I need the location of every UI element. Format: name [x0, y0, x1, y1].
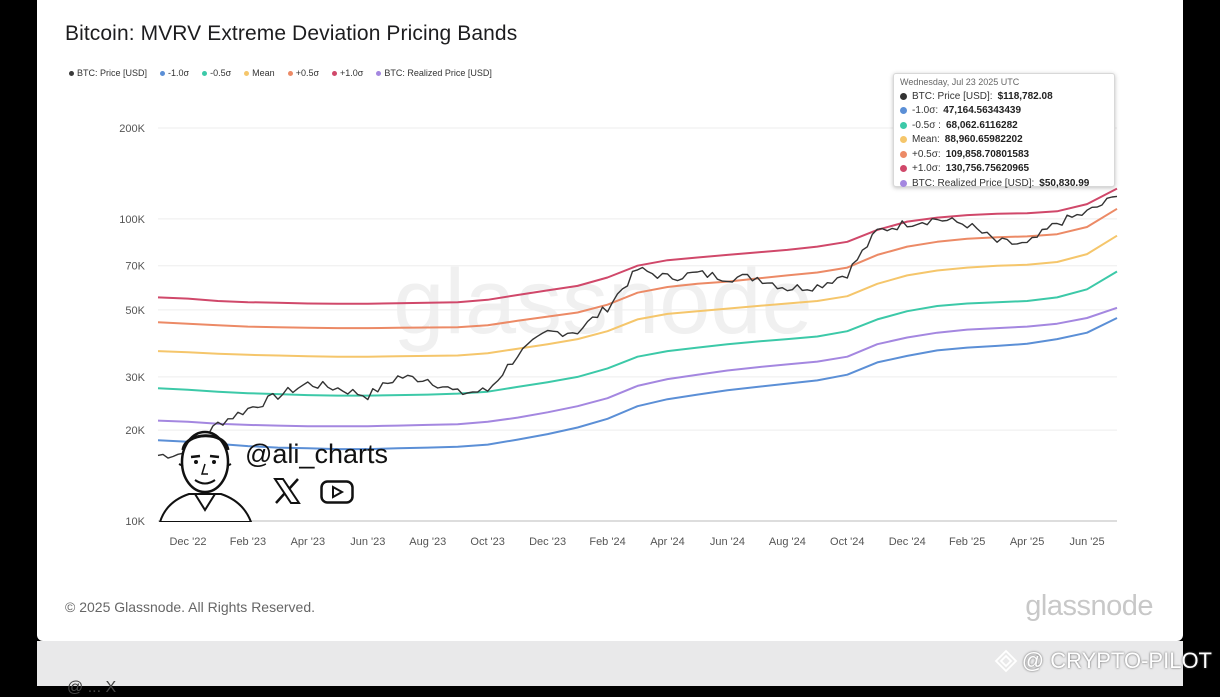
- tooltip-row: +0.5σ: 109,858.70801583: [900, 147, 1108, 162]
- x-tick-label: Jun '23: [350, 536, 385, 548]
- x-tick-label: Feb '25: [949, 536, 985, 548]
- legend-label: BTC: Realized Price [USD]: [384, 68, 492, 78]
- x-tick-label: Apr '24: [650, 536, 685, 548]
- legend-dot: [287, 70, 293, 76]
- y-tick-label: 200K: [119, 123, 145, 135]
- x-logo-icon[interactable]: [273, 478, 301, 504]
- tooltip-value: 109,858.70801583: [945, 148, 1030, 160]
- tooltip-dot: [900, 121, 907, 129]
- tooltip-value: $50,830.99: [1039, 177, 1090, 189]
- legend-item-minus-0-5-sigma[interactable]: -0.5σ: [202, 68, 231, 78]
- tooltip-label: BTC: Price [USD]:: [912, 90, 993, 102]
- tooltip-dot: [900, 165, 907, 173]
- youtube-icon[interactable]: [320, 480, 354, 504]
- tooltip-label: -0.5σ :: [912, 119, 941, 131]
- tooltip-value: 130,756.75620965: [945, 163, 1030, 175]
- tooltip-dot: [900, 107, 907, 115]
- legend-label: Mean: [252, 68, 275, 78]
- x-axis: Dec '22 Feb '23 Apr '23 Jun '23 Aug '23 Oct '…: [169, 536, 1104, 548]
- legend-item-price[interactable]: BTC: Price [USD]: [69, 68, 147, 78]
- tooltip-dot: [900, 150, 907, 158]
- tooltip-row: BTC: Price [USD]: $118,782.08: [900, 89, 1108, 104]
- repost-watermark: @ CRYPTO-PILOT: [994, 648, 1212, 674]
- x-tick-label: Oct '24: [830, 536, 865, 548]
- series-line-0-5[interactable]: [157, 207, 1118, 330]
- legend-item-minus-1-sigma[interactable]: -1.0σ: [160, 68, 189, 78]
- tooltip-row: -0.5σ : 68,062.6116282: [900, 118, 1108, 133]
- series-lines: [157, 187, 1118, 459]
- x-tick-label: Aug '23: [409, 536, 446, 548]
- tooltip-label: +1.0σ:: [912, 163, 941, 175]
- legend-dot: [376, 70, 382, 76]
- repost-handle: @ CRYPTO-PILOT: [1021, 648, 1212, 673]
- tooltip-value: 47,164.56343439: [943, 105, 1022, 117]
- legend-dot: [69, 70, 74, 76]
- chart-plot[interactable]: glassnode 10K 20K 30K 50K 70K 100K 200K Dec '2…: [37, 0, 1183, 641]
- x-tick-label: Jun '25: [1069, 536, 1104, 548]
- chart-title: Bitcoin: MVRV Extreme Deviation Pricing …: [65, 22, 518, 45]
- author-handle: @ali_charts: [245, 439, 388, 469]
- tooltip-value: 88,960.65982202: [944, 134, 1023, 146]
- series-line-mean[interactable]: [157, 234, 1118, 358]
- tooltip-dot: [900, 92, 907, 100]
- legend-item-realized-price[interactable]: BTC: Realized Price [USD]: [376, 68, 492, 78]
- x-tick-label: Apr '23: [291, 536, 326, 548]
- x-tick-label: Oct '23: [470, 536, 505, 548]
- legend-dot: [244, 70, 250, 76]
- x-tick-label: Dec '22: [169, 536, 206, 548]
- series-line-1-0[interactable]: [157, 187, 1118, 305]
- x-tick-label: Dec '24: [889, 536, 926, 548]
- x-tick-label: Feb '23: [230, 536, 266, 548]
- series-line-0-5[interactable]: [157, 270, 1118, 397]
- legend-item-plus-1-sigma[interactable]: +1.0σ: [332, 68, 363, 78]
- series-line-btc-price-usd[interactable]: [157, 195, 1118, 459]
- footer-partial-text: @ ... X: [67, 679, 117, 696]
- y-tick-label: 20K: [125, 425, 145, 437]
- hover-tooltip: Wednesday, Jul 23 2025 UTC BTC: Price [U…: [893, 73, 1115, 189]
- y-tick-label: 30K: [125, 372, 145, 384]
- legend-label: +0.5σ: [295, 68, 320, 78]
- chart-card: Bitcoin: MVRV Extreme Deviation Pricing …: [37, 0, 1183, 641]
- legend-label: -0.5σ: [210, 68, 232, 78]
- legend-dot: [202, 70, 208, 76]
- x-tick-label: Aug '24: [769, 536, 806, 548]
- y-tick-label: 10K: [125, 516, 145, 528]
- tooltip-row: Mean: 88,960.65982202: [900, 133, 1108, 148]
- copyright-text: © 2025 Glassnode. All Rights Reserved.: [65, 599, 316, 615]
- tooltip-row: -1.0σ: 47,164.56343439: [900, 104, 1108, 119]
- tooltip-label: +0.5σ:: [912, 148, 941, 160]
- x-tick-label: Feb '24: [589, 536, 625, 548]
- tooltip-label: -1.0σ:: [912, 105, 939, 117]
- y-tick-label: 100K: [119, 214, 145, 226]
- glassnode-logo: glassnode: [1025, 590, 1153, 622]
- tooltip-dot: [900, 179, 907, 187]
- y-tick-label: 50K: [125, 305, 145, 317]
- tooltip-label: BTC: Realized Price [USD]:: [912, 177, 1035, 189]
- legend-dot: [332, 70, 338, 76]
- x-tick-label: Dec '23: [529, 536, 566, 548]
- legend-label: -1.0σ: [168, 68, 190, 78]
- y-tick-label: 70K: [125, 261, 145, 273]
- tooltip-row: +1.0σ: 130,756.75620965: [900, 162, 1108, 177]
- tooltip-value: $118,782.08: [997, 90, 1053, 102]
- legend-item-plus-0-5-sigma[interactable]: +0.5σ: [287, 68, 320, 78]
- tooltip-date: Wednesday, Jul 23 2025 UTC: [900, 77, 1020, 87]
- tooltip-value: 68,062.6116282: [945, 119, 1018, 131]
- legend-label: BTC: Price [USD]: [77, 68, 148, 78]
- series-line-btc-realized-price-usd[interactable]: [157, 306, 1118, 428]
- legend-item-mean[interactable]: Mean: [244, 68, 275, 78]
- x-tick-label: Apr '25: [1010, 536, 1045, 548]
- avatar-sketch-icon: [158, 430, 253, 522]
- tooltip-row: BTC: Realized Price [USD]: $50,830.99: [900, 176, 1108, 191]
- tooltip-label: Mean:: [912, 134, 940, 146]
- y-axis: 10K 20K 30K 50K 70K 100K 200K: [119, 123, 145, 528]
- series-line-1-0[interactable]: [157, 317, 1118, 451]
- tooltip-dot: [900, 136, 907, 144]
- legend-label: +1.0σ: [340, 68, 364, 78]
- x-tick-label: Jun '24: [710, 536, 745, 548]
- chart-legend: BTC: Price [USD] -1.0σ -0.5σ Mean +0.5σ …: [69, 68, 492, 78]
- legend-dot: [160, 70, 166, 76]
- binance-diamond-icon: [994, 649, 1018, 673]
